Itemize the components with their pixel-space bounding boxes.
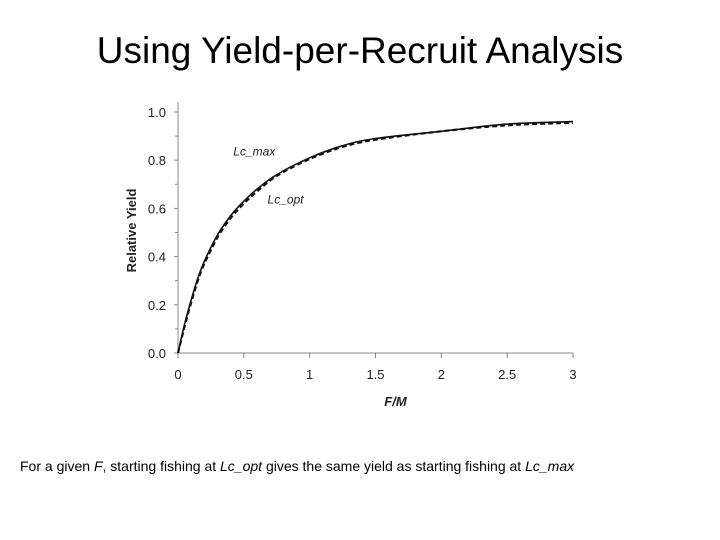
annotation-lc-opt: Lc_opt <box>268 193 305 207</box>
caption-f: F <box>93 458 103 474</box>
x-tick-label: 2 <box>438 367 445 382</box>
chart-series <box>176 120 574 354</box>
y-tick-label: 0.0 <box>148 346 166 361</box>
slide-caption: For a given F, starting fishing at Lc_op… <box>20 458 710 474</box>
x-tick-label: 3 <box>569 367 576 382</box>
x-tick-label: 1 <box>306 367 313 382</box>
slide-title: Using Yield-per-Recruit Analysis <box>96 30 624 71</box>
annotation-lc-max: Lc_max <box>233 144 276 158</box>
chart-labels: 0.0 0.2 0.4 0.6 0.8 1.0 0 0.5 1 1.5 2 2.5 3 F/M Relati… <box>124 105 577 409</box>
x-tick-label: 1.5 <box>366 367 384 382</box>
chart-axes <box>174 102 574 358</box>
y-tick-label: 0.4 <box>148 250 166 265</box>
x-tick-label: 0.5 <box>235 367 253 382</box>
y-tick-label: 0.8 <box>148 153 166 168</box>
y-tick-label: 0.2 <box>148 298 166 313</box>
y-tick-label: 1.0 <box>148 105 166 120</box>
caption-part-1: For a given <box>20 458 94 474</box>
x-tick-label: 2.5 <box>498 367 516 382</box>
x-axis-title: F/M <box>384 394 408 409</box>
caption-part-2: , starting fishing at <box>102 458 221 474</box>
series-line-lc-opt <box>176 121 574 354</box>
y-tick-label: 0.6 <box>148 201 166 216</box>
caption-lc-max: Lc_max <box>525 458 575 474</box>
caption-part-3: gives the same yield as starting fishing… <box>262 458 526 474</box>
x-tick-label: 0 <box>174 367 181 382</box>
caption-lc-opt: Lc_opt <box>220 458 263 474</box>
y-axis-title: Relative Yield <box>124 189 139 273</box>
